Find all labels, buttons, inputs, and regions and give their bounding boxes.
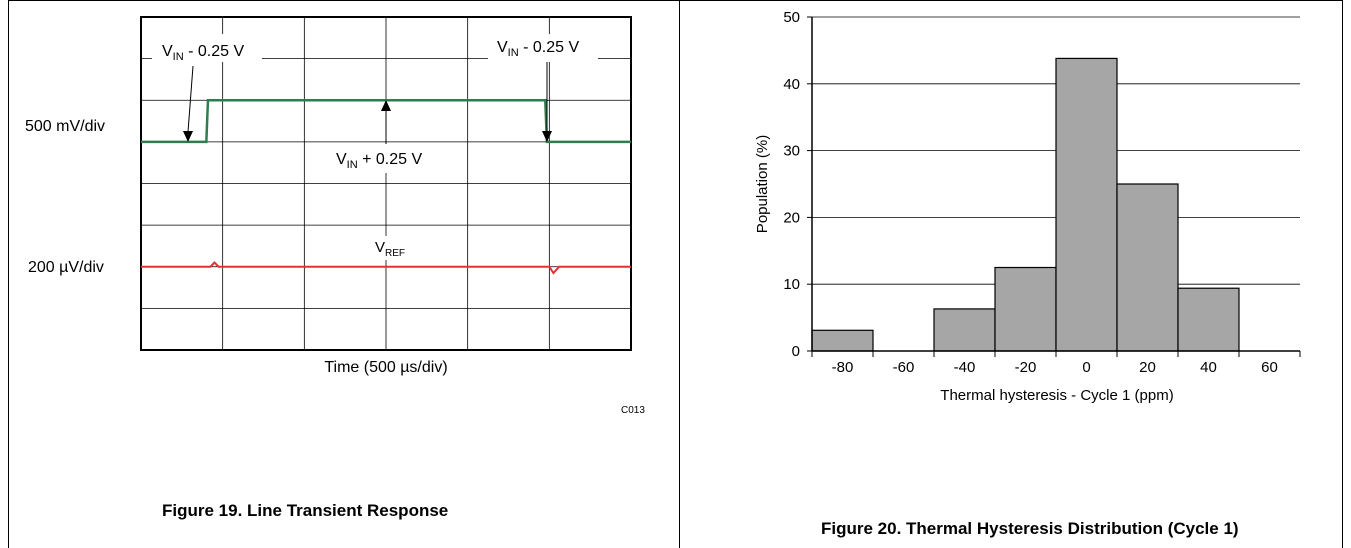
x-tick-label: 20 — [1139, 359, 1156, 376]
figure20-caption: Figure 20. Thermal Hysteresis Distributi… — [821, 519, 1239, 538]
annotation-vin-minus-left: VIN - 0.25 V — [162, 43, 244, 63]
y-tick-label: 40 — [783, 76, 800, 93]
figure19-caption: Figure 19. Line Transient Response — [162, 501, 449, 520]
label-mask — [488, 34, 598, 62]
annotation-vref: VREF — [375, 239, 405, 259]
label-mask — [152, 34, 262, 62]
figure20-y-ticks: 0 10 20 30 40 50 — [783, 9, 812, 360]
annotation-vin-plus: VIN + 0.25 V — [336, 151, 422, 171]
x-tick-label: 60 — [1261, 359, 1278, 376]
channel2-scale-label: 200 µV/div — [28, 259, 104, 276]
figure20-bars — [811, 57, 1240, 352]
arrow-up-center-icon — [381, 100, 391, 111]
figure19-grid — [141, 17, 631, 350]
arrow-down-left-icon — [183, 131, 193, 142]
y-tick-label: 50 — [783, 9, 800, 26]
histogram-bar — [933, 308, 996, 352]
histogram-bar — [1055, 57, 1118, 352]
label-mask — [368, 236, 408, 260]
x-tick-label: 0 — [1082, 359, 1090, 376]
histogram-bar — [994, 266, 1057, 352]
x-tick-label: -40 — [954, 359, 976, 376]
figure19-plot-border — [140, 16, 632, 351]
x-tick-label: -20 — [1015, 359, 1037, 376]
panel-frame — [8, 0, 1343, 548]
histogram-bar — [1116, 183, 1179, 352]
y-tick-label: 0 — [792, 343, 800, 360]
y-tick-label: 20 — [783, 209, 800, 226]
y-tick-label: 10 — [783, 276, 800, 293]
figure20-y-axis-label: Population (%) — [754, 135, 771, 233]
histogram-bar — [811, 329, 874, 352]
figure20-x-axis-label: Thermal hysteresis - Cycle 1 (ppm) — [940, 387, 1173, 404]
figure20-chart: 0 10 20 30 40 50 -80 -60 -40 -20 0 20 40 60 Populati… — [754, 9, 1301, 404]
y-tick-label: 30 — [783, 143, 800, 160]
x-tick-label: -80 — [832, 359, 854, 376]
figure20-x-ticks: -80 -60 -40 -20 0 20 40 60 — [811, 351, 1301, 376]
x-tick-label: 40 — [1200, 359, 1217, 376]
vin-trace — [141, 99, 631, 144]
figure19-chart: VIN - 0.25 V VIN - 0.25 V VIN + 0.25 V V… — [25, 16, 632, 376]
figure19-code: C013 — [621, 405, 645, 416]
channel1-scale-label: 500 mV/div — [25, 118, 105, 135]
vref-trace — [141, 261, 631, 275]
leader-line-left — [187, 65, 194, 133]
x-tick-label: -60 — [893, 359, 915, 376]
arrow-down-right-icon — [542, 131, 552, 142]
annotation-vin-minus-right: VIN - 0.25 V — [497, 39, 579, 59]
histogram-bar — [1177, 287, 1240, 352]
label-mask — [328, 143, 438, 173]
figure19-x-axis-label: Time (500 µs/div) — [324, 359, 447, 376]
